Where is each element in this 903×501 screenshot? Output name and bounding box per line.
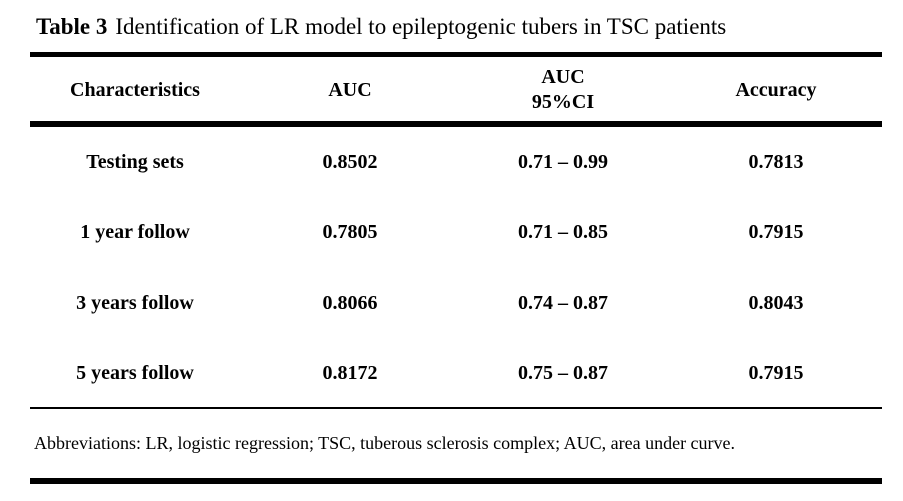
cell-accuracy: 0.8043 <box>748 292 804 314</box>
table-row: 3 years follow 0.8066 0.74 – 0.87 0.8043 <box>0 291 903 315</box>
table-row: 1 year follow 0.7805 0.71 – 0.85 0.7915 <box>0 220 903 244</box>
cell-auc-95ci: 0.74 – 0.87 <box>518 292 608 314</box>
table-header-row: Characteristics AUC AUC 95%CI Accuracy <box>0 59 903 121</box>
cell-accuracy: 0.7915 <box>748 362 804 384</box>
cell-auc-95ci: 0.75 – 0.87 <box>518 362 608 384</box>
table-bottom-rule <box>30 407 882 409</box>
table-label: Table 3 <box>36 14 108 39</box>
table-row: Testing sets 0.8502 0.71 – 0.99 0.7813 <box>0 150 903 174</box>
cell-characteristics: Testing sets <box>86 151 184 173</box>
cell-characteristics: 1 year follow <box>80 221 190 243</box>
footnote-rule <box>30 478 882 484</box>
cell-auc-95ci: 0.71 – 0.85 <box>518 221 608 243</box>
header-auc-95ci-line2: 95%CI <box>531 91 595 113</box>
table-caption: Table 3 Identification of LR model to epi… <box>36 12 726 42</box>
cell-accuracy: 0.7915 <box>748 221 804 243</box>
header-auc-95ci-line1: AUC <box>541 66 585 88</box>
table-title: Identification of LR model to epileptoge… <box>115 14 727 39</box>
cell-auc: 0.8066 <box>322 292 378 314</box>
table-top-rule <box>30 52 882 57</box>
header-auc: AUC <box>328 79 372 101</box>
table-header-rule <box>30 121 882 127</box>
header-accuracy: Accuracy <box>735 79 817 101</box>
cell-auc: 0.8502 <box>322 151 378 173</box>
cell-auc: 0.7805 <box>322 221 378 243</box>
header-auc-95ci: AUC 95%CI <box>453 65 673 115</box>
cell-characteristics: 3 years follow <box>76 292 194 314</box>
cell-accuracy: 0.7813 <box>748 151 804 173</box>
cell-auc-95ci: 0.71 – 0.99 <box>518 151 608 173</box>
table-footnote: Abbreviations: LR, logistic regression; … <box>34 433 736 453</box>
table-row: 5 years follow 0.8172 0.75 – 0.87 0.7915 <box>0 361 903 385</box>
cell-auc: 0.8172 <box>322 362 378 384</box>
cell-characteristics: 5 years follow <box>76 362 194 384</box>
header-characteristics: Characteristics <box>70 79 200 101</box>
